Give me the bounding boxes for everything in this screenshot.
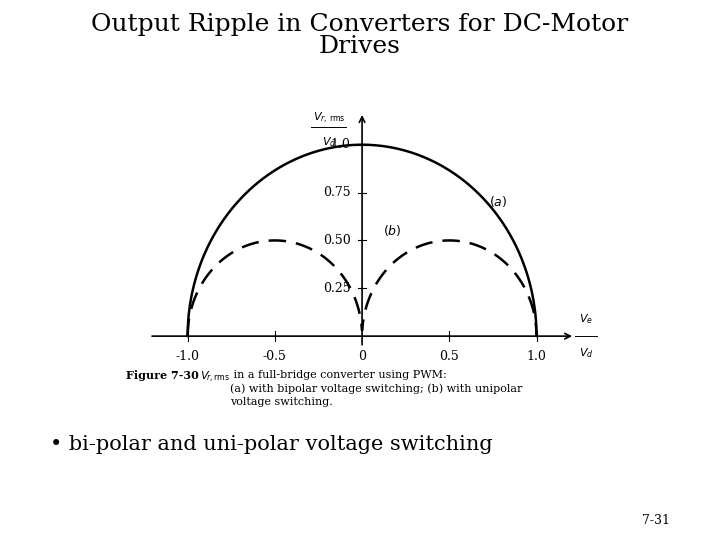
- Text: Figure 7-30: Figure 7-30: [126, 370, 199, 381]
- Text: $V_d$: $V_d$: [322, 135, 336, 149]
- Text: Drives: Drives: [319, 35, 401, 58]
- Text: 0.75: 0.75: [323, 186, 351, 199]
- Text: $V_{r,\,\mathrm{rms}}$: $V_{r,\,\mathrm{rms}}$: [312, 111, 345, 126]
- Text: Output Ripple in Converters for DC-Motor: Output Ripple in Converters for DC-Motor: [91, 14, 629, 37]
- Text: in a full-bridge converter using PWM:
(a) with bipolar voltage switching; (b) wi: in a full-bridge converter using PWM: (a…: [230, 370, 523, 407]
- Text: $V_e$: $V_e$: [580, 312, 593, 326]
- Text: 1.0: 1.0: [331, 138, 351, 151]
- Text: 0: 0: [358, 350, 366, 363]
- Text: • bi-polar and uni-polar voltage switching: • bi-polar and uni-polar voltage switchi…: [50, 435, 493, 454]
- Text: 0.25: 0.25: [323, 282, 351, 295]
- Text: $(b)$: $(b)$: [383, 222, 402, 238]
- Text: -0.5: -0.5: [263, 350, 287, 363]
- Text: 0.50: 0.50: [323, 234, 351, 247]
- Text: 7-31: 7-31: [642, 514, 670, 526]
- Text: $(a)$: $(a)$: [490, 194, 508, 209]
- Text: -1.0: -1.0: [176, 350, 199, 363]
- Text: $V_{\!r,\mathrm{rms}}$: $V_{\!r,\mathrm{rms}}$: [193, 370, 230, 385]
- Text: 0.5: 0.5: [439, 350, 459, 363]
- Text: $V_d$: $V_d$: [579, 347, 593, 361]
- Text: 1.0: 1.0: [526, 350, 546, 363]
